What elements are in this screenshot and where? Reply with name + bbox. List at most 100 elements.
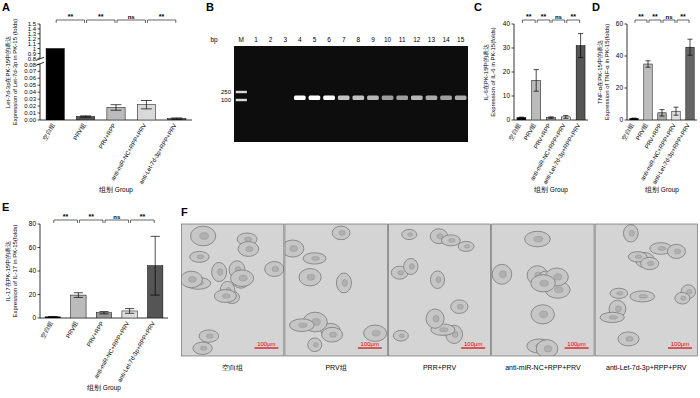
- error-bar: [111, 105, 122, 111]
- error-cap: [99, 311, 108, 312]
- y-tick: [38, 99, 41, 100]
- cell: [190, 226, 215, 246]
- significance-label: ns: [113, 214, 121, 220]
- y-tick-label: 20: [503, 68, 511, 75]
- nucleus: [499, 271, 506, 278]
- error-cap: [519, 117, 524, 118]
- y-tick-label: 40: [29, 267, 37, 274]
- error-line: [580, 34, 581, 58]
- cell: [426, 309, 444, 328]
- axis-break: [36, 57, 44, 60]
- significance-bracket: [567, 20, 580, 23]
- error-line: [146, 101, 147, 109]
- error-bar: [645, 61, 650, 67]
- y-tick: [38, 120, 41, 121]
- nucleus: [554, 274, 562, 280]
- sample-band: [426, 96, 438, 101]
- error-bar: [659, 110, 664, 116]
- significance-bracket: [117, 20, 145, 23]
- lane-label: 7: [342, 36, 346, 43]
- ladder-label: 100: [221, 97, 232, 103]
- y-tick: [38, 28, 41, 29]
- micrograph-background: [182, 224, 284, 356]
- cell: [630, 291, 655, 302]
- error-bar: [578, 34, 583, 58]
- y-tick: [38, 53, 41, 54]
- y-tick-label: 0.03: [24, 96, 36, 102]
- cell: [332, 226, 350, 240]
- x-axis-label: 组别 Group: [99, 186, 133, 194]
- nucleus: [457, 304, 463, 309]
- unit-label: bp: [210, 36, 218, 44]
- y-tick: [38, 33, 41, 34]
- nucleus: [188, 277, 196, 283]
- cell: [675, 292, 690, 304]
- error-cap: [171, 119, 182, 120]
- lane-label: 14: [442, 36, 450, 43]
- cell: [336, 273, 351, 293]
- error-cap: [171, 117, 182, 118]
- micrograph-label: anti-Let-7d-3p+RPP+PRV: [606, 364, 687, 372]
- y-axis-label: Expression of TNF-α in PK-15(folds): [604, 24, 610, 120]
- significance-bracket: [105, 220, 129, 223]
- micrograph-frame: [595, 224, 697, 356]
- significance-bracket: [537, 20, 550, 23]
- ladder-label: 250: [221, 89, 232, 95]
- error-cap: [687, 55, 692, 56]
- micrograph-frame: [492, 224, 594, 356]
- y-axis-label: Expression of IL-6 in PK-15(folds): [490, 27, 496, 117]
- scale-bar: [668, 347, 692, 348]
- error-bar: [519, 117, 524, 119]
- cell: [303, 253, 326, 264]
- x-tick-label: PRV组: [635, 123, 649, 142]
- nucleus: [329, 332, 336, 337]
- sample-band: [323, 96, 335, 101]
- figure: A0.000.010.020.030.040.050.060.070.080.8…: [0, 0, 700, 398]
- x-tick-label: anti-miR-NC+RPP+PRV: [110, 123, 147, 182]
- significance-label: **: [680, 13, 686, 20]
- sample-band: [440, 96, 452, 101]
- panel-letter: B: [206, 1, 214, 13]
- y-axis-label: IL-6在PK-15中的表达: [483, 43, 489, 100]
- y-tick-label: 0.07: [24, 68, 36, 74]
- error-cap: [151, 236, 160, 237]
- bar-chart-panel: D0204060TNF-α在PK-15中的表达Expression of TNF…: [592, 1, 697, 194]
- significance-label: ns: [665, 14, 673, 20]
- significance-bracket: [54, 220, 78, 223]
- error-cap: [80, 117, 91, 118]
- bar-chart-panel: E020406080IL-17在PK-15中的表达Expression of I…: [2, 201, 168, 392]
- lane-label: M: [239, 36, 244, 43]
- lane-label: 11: [399, 36, 406, 43]
- sample-band: [382, 96, 394, 101]
- error-cap: [631, 118, 636, 119]
- error-cap: [659, 109, 664, 110]
- y-tick: [38, 294, 41, 295]
- nucleus: [272, 266, 279, 271]
- x-tick-label: PRV+RPP: [86, 321, 105, 348]
- error-bar: [151, 236, 160, 295]
- y-tick: [625, 88, 628, 89]
- lane-label: 10: [384, 36, 392, 43]
- scale-bar-label: 100μm: [567, 341, 585, 347]
- nucleus: [200, 346, 207, 350]
- nucleus: [681, 296, 686, 300]
- error-cap: [645, 60, 650, 61]
- cell: [308, 338, 322, 352]
- error-cap: [548, 118, 553, 119]
- micrograph-label: anti-miR-NC+RPP+PRV: [505, 364, 581, 371]
- nucleus: [398, 270, 404, 275]
- significance-bracket: [552, 20, 565, 23]
- x-tick-label: 空白组: [39, 320, 54, 339]
- significance-bracket: [87, 20, 115, 23]
- micrograph: [285, 224, 387, 356]
- cell: [289, 319, 314, 332]
- micrograph-panel: F100μm空白组100μmPRV组100μmPRR+PRV100μmanti-…: [180, 206, 697, 372]
- cell: [182, 271, 203, 287]
- significance-label: **: [526, 13, 532, 20]
- y-tick: [512, 120, 515, 121]
- significance-label: ns: [555, 14, 563, 20]
- panel-letter: E: [2, 201, 9, 213]
- micrograph-background: [492, 224, 594, 356]
- significance-bracket: [649, 20, 661, 23]
- y-tick: [625, 24, 628, 25]
